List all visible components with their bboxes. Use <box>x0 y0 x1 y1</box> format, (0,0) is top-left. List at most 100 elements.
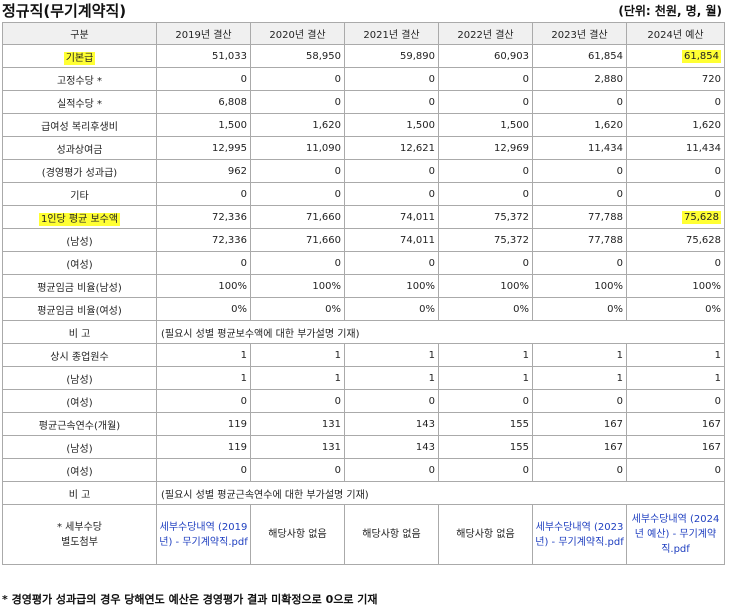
attachment-none-cell: 해당사항 없음 <box>250 504 345 565</box>
value-text: 75,372 <box>494 211 529 223</box>
value-cell: 77,788 <box>532 228 627 252</box>
attachment-link[interactable]: 세부수당내역 (2023년) - 무기계약직.pdf <box>535 521 624 548</box>
table-row: 1인당 평균 보수액 72,336 71,660 74,011 75,372 77,788… <box>2 205 725 229</box>
row-label-text: 상시 종업원수 <box>50 351 109 363</box>
value-text: 2,880 <box>594 73 623 85</box>
value-cell: 1 <box>344 343 439 367</box>
row-label-text: 기본급 <box>63 51 96 65</box>
row-label: (경영평가 성과급) <box>2 159 157 183</box>
value-text: 58,950 <box>306 50 341 62</box>
value-text: 0 <box>714 464 721 476</box>
value-cell: 1 <box>250 343 345 367</box>
value-text: 0 <box>240 73 247 85</box>
value-text: 0 <box>714 165 721 177</box>
attachment-link-cell[interactable]: 세부수당내역 (2024년 예산) - 무기계약직.pdf <box>626 504 725 565</box>
header-row: 구분 2019년 결산 2020년 결산 2021년 결산 2022년 결산 2… <box>2 22 725 45</box>
value-cell: 0 <box>532 182 627 206</box>
unit-label: (단위: 천원, 명, 월) <box>618 4 722 18</box>
value-text: 71,660 <box>306 211 341 223</box>
value-text: 720 <box>701 73 721 85</box>
table-row: (남성) 72,336 71,660 74,011 75,372 77,788 75,628 <box>2 228 725 252</box>
value-cell: 1 <box>626 343 725 367</box>
value-cell: 2,880 <box>532 67 627 91</box>
value-text: 143 <box>415 441 435 453</box>
header-2022: 2022년 결산 <box>438 22 533 45</box>
value-cell: 0 <box>250 389 345 413</box>
value-cell: 0 <box>156 182 251 206</box>
row-label: 평균임금 비율(남성) <box>2 274 157 298</box>
value-cell: 0 <box>344 67 439 91</box>
row-label: (여성) <box>2 389 157 413</box>
row-label: 성과상여금 <box>2 136 157 160</box>
attachment-link[interactable]: 세부수당내역 (2024년 예산) - 무기계약직.pdf <box>631 514 720 555</box>
value-text: 0 <box>616 188 623 200</box>
value-cell: 1,620 <box>626 113 725 137</box>
table-row: 성과상여금 12,995 11,090 12,621 12,969 11,434 11,43… <box>2 136 725 160</box>
attachment-link[interactable]: 세부수당내역 (2019년) - 무기계약직.pdf <box>159 521 248 548</box>
value-text: 75,372 <box>494 234 529 246</box>
value-cell: 0 <box>626 159 725 183</box>
header-category: 구분 <box>2 22 157 45</box>
value-text: 0 <box>240 257 247 269</box>
value-cell: 0 <box>438 159 533 183</box>
table-row: (여성) 0 0 0 0 0 0 <box>2 251 725 275</box>
value-cell: 0 <box>626 251 725 275</box>
attachment-link-cell[interactable]: 세부수당내역 (2023년) - 무기계약직.pdf <box>532 504 627 565</box>
value-text: 0% <box>607 303 623 315</box>
attachment-link-cell[interactable]: 세부수당내역 (2019년) - 무기계약직.pdf <box>156 504 251 565</box>
value-cell: 60,903 <box>438 44 533 68</box>
value-text: 0 <box>428 464 435 476</box>
value-cell: 0% <box>250 297 345 321</box>
value-cell: 75,628 <box>626 228 725 252</box>
value-cell: 0 <box>156 67 251 91</box>
value-cell: 72,336 <box>156 205 251 229</box>
value-text: 0 <box>428 73 435 85</box>
table-row: (남성) 119 131 143 155 167 167 <box>2 435 725 459</box>
row-label: (남성) <box>2 228 157 252</box>
value-cell: 59,890 <box>344 44 439 68</box>
value-cell: 0 <box>626 389 725 413</box>
value-cell: 71,660 <box>250 228 345 252</box>
value-cell: 1,500 <box>156 113 251 137</box>
value-text: 0 <box>522 395 529 407</box>
value-cell: 119 <box>156 412 251 436</box>
note-text: (필요시 성별 평균보수액에 대한 부가설명 기재) <box>156 320 725 344</box>
value-text: 100% <box>312 280 341 292</box>
value-cell: 155 <box>438 412 533 436</box>
value-text: 1 <box>522 349 529 361</box>
value-text: 0 <box>334 257 341 269</box>
row-label: 평균근속연수(개월) <box>2 412 157 436</box>
value-cell: 0 <box>250 182 345 206</box>
value-text: 119 <box>227 418 247 430</box>
value-text: 1,500 <box>218 119 247 131</box>
attachment-none-cell: 해당사항 없음 <box>344 504 439 565</box>
value-cell: 0 <box>344 251 439 275</box>
value-cell: 155 <box>438 435 533 459</box>
table-row: 평균임금 비율(여성) 0% 0% 0% 0% 0% 0% <box>2 297 725 321</box>
value-text: 60,903 <box>494 50 529 62</box>
value-cell: 0 <box>250 90 345 114</box>
value-text: 61,854 <box>588 50 623 62</box>
value-text: 0 <box>334 165 341 177</box>
value-cell: 0% <box>626 297 725 321</box>
compensation-table: 구분 2019년 결산 2020년 결산 2021년 결산 2022년 결산 2… <box>2 22 725 565</box>
value-text: 0 <box>428 257 435 269</box>
value-cell: 0 <box>344 182 439 206</box>
value-text: 0 <box>334 96 341 108</box>
value-text: 0 <box>334 464 341 476</box>
value-text: 0 <box>616 395 623 407</box>
value-cell: 11,434 <box>626 136 725 160</box>
attachment-label: * 세부수당 별도첨부 <box>2 504 157 565</box>
row-label: 실적수당 * <box>2 90 157 114</box>
row-label: 급여성 복리후생비 <box>2 113 157 137</box>
row-label: 상시 종업원수 <box>2 343 157 367</box>
value-cell: 0 <box>626 90 725 114</box>
row-label-text: 급여성 복리후생비 <box>41 121 118 133</box>
value-text: 0 <box>616 257 623 269</box>
row-label: (여성) <box>2 458 157 482</box>
value-cell: 1 <box>532 343 627 367</box>
value-cell: 0 <box>438 182 533 206</box>
value-cell: 0 <box>438 90 533 114</box>
value-cell: 0 <box>344 389 439 413</box>
value-text: 11,434 <box>588 142 623 154</box>
